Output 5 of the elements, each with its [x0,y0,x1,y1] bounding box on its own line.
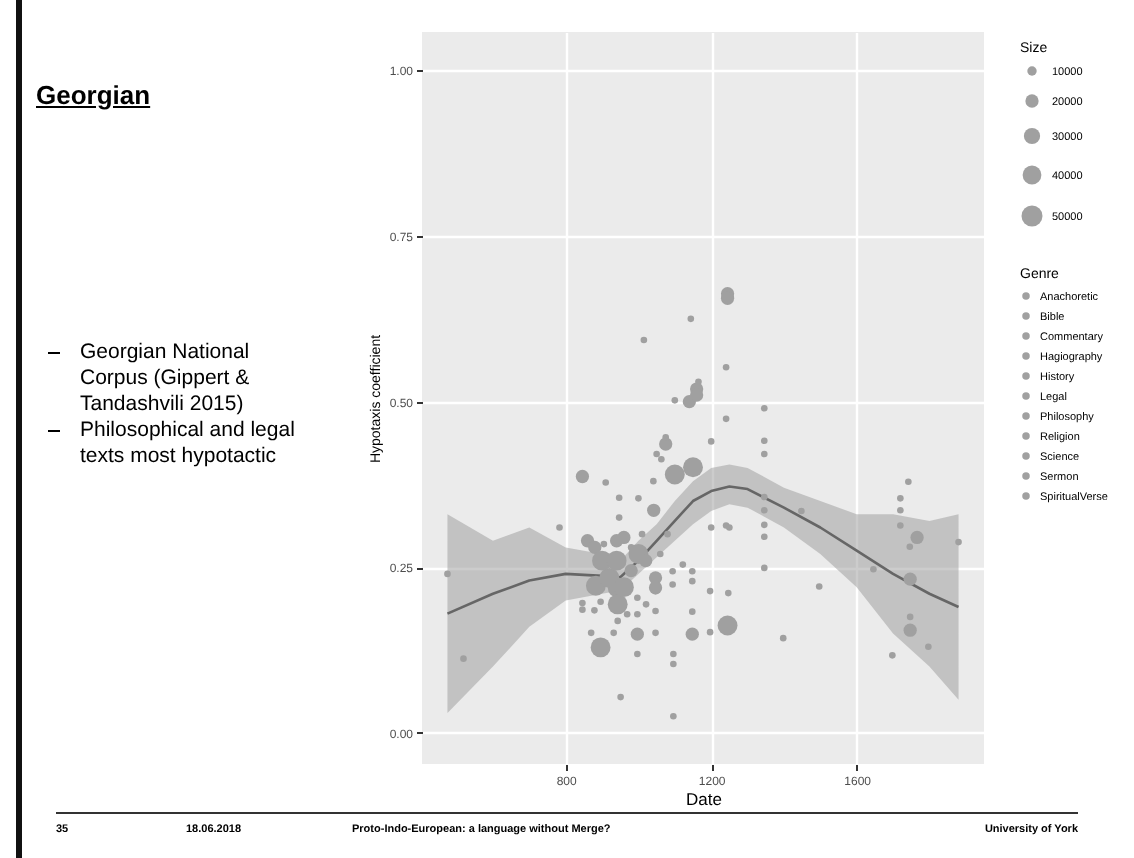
text: Georgian National Corpus (Gippert & Tandashvili 2015) [78,340,252,418]
x-axis-title: Date [686,789,723,809]
line-series [446,485,960,615]
text: Georgian [36,80,151,110]
text: Philosophical and legal texts most hypotactic [78,418,297,470]
